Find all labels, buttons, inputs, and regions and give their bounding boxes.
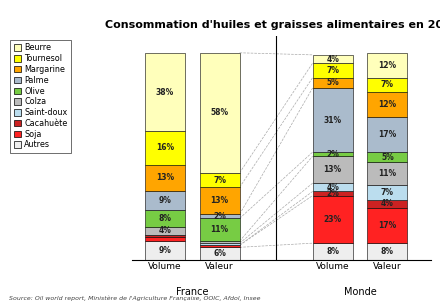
Bar bbox=[312, 55, 353, 63]
Bar bbox=[312, 243, 353, 260]
Text: Source: Oil world report, Ministère de l'Agriculture Française, OOIC, Afdol, Ins: Source: Oil world report, Ministère de l… bbox=[9, 296, 260, 301]
Text: 7%: 7% bbox=[326, 66, 339, 75]
Bar bbox=[199, 214, 240, 218]
Text: 9%: 9% bbox=[158, 246, 171, 255]
Text: 11%: 11% bbox=[378, 169, 396, 178]
Text: 38%: 38% bbox=[156, 88, 174, 97]
Text: Monde: Monde bbox=[344, 287, 377, 297]
Bar bbox=[312, 196, 353, 243]
Bar bbox=[312, 78, 353, 88]
Text: 11%: 11% bbox=[210, 225, 229, 234]
Text: 7%: 7% bbox=[381, 188, 394, 197]
Bar bbox=[199, 173, 240, 187]
Text: 12%: 12% bbox=[378, 61, 396, 70]
Text: 8%: 8% bbox=[326, 247, 339, 256]
Bar bbox=[367, 53, 407, 78]
Bar bbox=[367, 92, 407, 117]
Text: 17%: 17% bbox=[378, 221, 396, 230]
Legend: Beurre, Tournesol, Margarine, Palme, Olive, Colza, Saint-doux, Cacahuète, Soja, : Beurre, Tournesol, Margarine, Palme, Oli… bbox=[11, 40, 70, 153]
Bar bbox=[145, 191, 185, 210]
Bar bbox=[312, 152, 353, 156]
Bar bbox=[145, 241, 185, 260]
Text: 5%: 5% bbox=[326, 78, 339, 87]
Bar bbox=[312, 156, 353, 183]
Bar bbox=[145, 226, 185, 235]
Text: 13%: 13% bbox=[324, 165, 342, 174]
Text: 16%: 16% bbox=[156, 143, 174, 153]
Bar bbox=[145, 235, 185, 237]
Text: 12%: 12% bbox=[378, 100, 396, 109]
Bar bbox=[199, 187, 240, 214]
Bar bbox=[199, 218, 240, 241]
Title: Consommation d'huiles et graisses alimentaires en 2011: Consommation d'huiles et graisses alimen… bbox=[105, 20, 440, 30]
Text: 31%: 31% bbox=[324, 116, 342, 124]
Bar bbox=[199, 245, 240, 247]
Text: 2%: 2% bbox=[326, 150, 339, 159]
Bar bbox=[367, 208, 407, 243]
Bar bbox=[367, 185, 407, 200]
Text: 7%: 7% bbox=[381, 80, 394, 89]
Bar bbox=[145, 165, 185, 191]
Text: 4%: 4% bbox=[326, 54, 339, 63]
Bar bbox=[199, 53, 240, 173]
Bar bbox=[367, 78, 407, 92]
Bar bbox=[145, 210, 185, 226]
Text: 17%: 17% bbox=[378, 130, 396, 139]
Bar bbox=[145, 53, 185, 131]
Text: 6%: 6% bbox=[213, 249, 226, 258]
Bar bbox=[367, 162, 407, 185]
Bar bbox=[199, 247, 240, 260]
Bar bbox=[145, 131, 185, 165]
Text: 7%: 7% bbox=[213, 175, 226, 185]
Bar bbox=[367, 200, 407, 208]
Bar bbox=[199, 241, 240, 243]
Bar bbox=[367, 152, 407, 162]
Bar bbox=[145, 237, 185, 241]
Text: 8%: 8% bbox=[381, 247, 394, 256]
Text: 13%: 13% bbox=[210, 196, 229, 205]
Text: 4%: 4% bbox=[381, 199, 394, 208]
Bar bbox=[312, 191, 353, 196]
Text: 13%: 13% bbox=[156, 173, 174, 182]
Text: 2%: 2% bbox=[213, 212, 226, 221]
Text: France: France bbox=[176, 287, 209, 297]
Bar bbox=[367, 243, 407, 260]
Bar bbox=[312, 88, 353, 152]
Text: 2%: 2% bbox=[326, 189, 339, 198]
Text: 9%: 9% bbox=[158, 196, 171, 205]
Text: 4%: 4% bbox=[158, 226, 171, 235]
Text: 5%: 5% bbox=[381, 153, 394, 162]
Text: 58%: 58% bbox=[210, 108, 229, 117]
Bar bbox=[312, 63, 353, 78]
Text: 4%: 4% bbox=[326, 183, 339, 192]
Text: 8%: 8% bbox=[158, 214, 171, 223]
Bar bbox=[367, 117, 407, 152]
Bar bbox=[312, 183, 353, 191]
Text: 23%: 23% bbox=[324, 215, 342, 224]
Bar bbox=[199, 243, 240, 245]
